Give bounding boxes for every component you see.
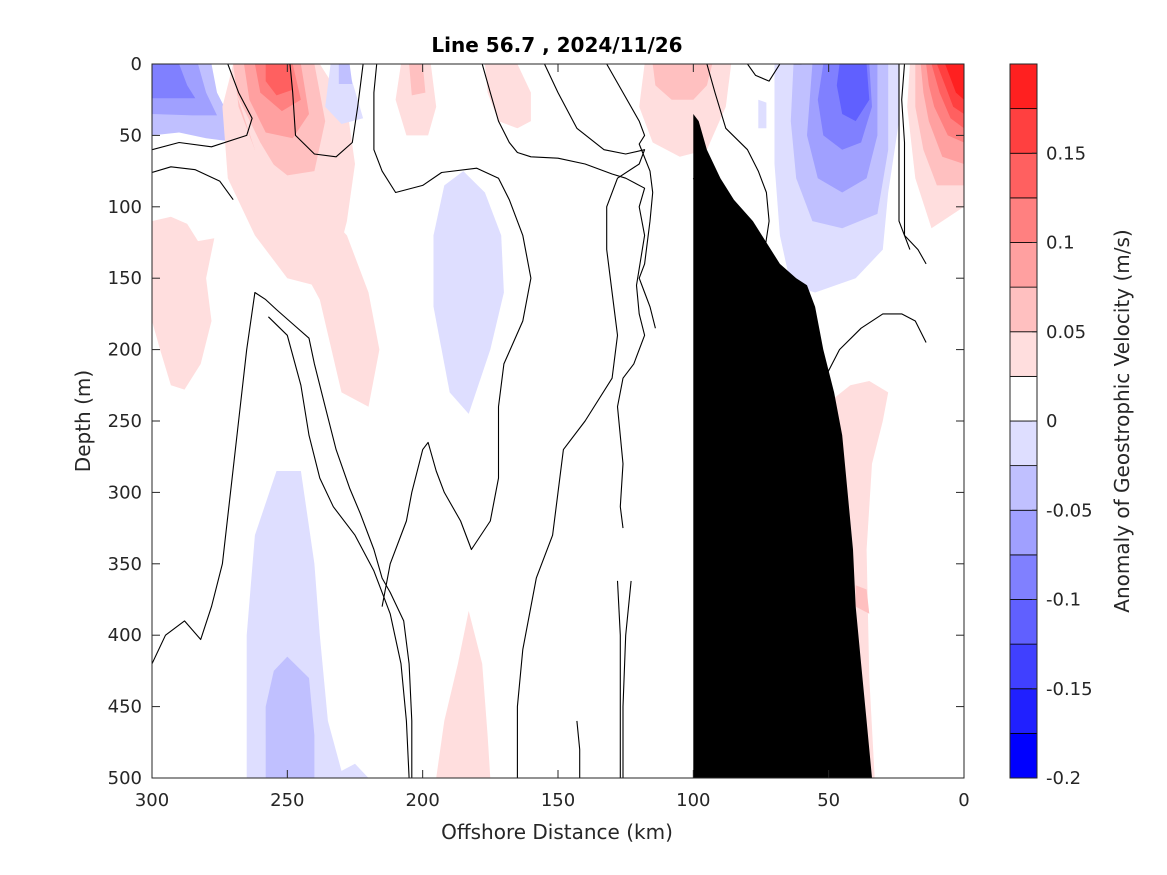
colorbar-segment-7 <box>1009 420 1038 467</box>
seafloor <box>693 114 872 778</box>
contour-line-11 <box>616 580 621 778</box>
y-tick-label-2: 100 <box>108 197 142 218</box>
contour-line-7 <box>373 64 532 607</box>
contour-line-20 <box>898 64 911 250</box>
contour-fill-8 <box>235 92 380 407</box>
x-tick-label-3: 150 <box>541 790 575 811</box>
colorbar: -0.2 -0.15 -0.1 -0.05 0 0.05 0.1 0.15 <box>1009 63 1093 789</box>
colorbar-label: Anomaly of Geostrophic Velocity (m/s) <box>1110 229 1134 612</box>
colorbar-tick-label-3: -0.05 <box>1046 500 1093 521</box>
colorbar-segment-5 <box>1009 509 1038 556</box>
contour-fill-34 <box>436 610 491 778</box>
contour-line-8 <box>481 64 646 529</box>
x-tick-label-4: 100 <box>676 790 710 811</box>
colorbar-tick-label-5: 0.05 <box>1046 322 1086 343</box>
contour-fill-36 <box>265 656 315 778</box>
contour-line-19 <box>901 64 927 265</box>
y-axis: 0 50 100 150 200 250 300 350 400 450 500 <box>108 54 964 789</box>
y-tick-label-5: 250 <box>108 411 142 432</box>
colorbar-segment-8 <box>1009 375 1038 422</box>
colorbar-segment-0 <box>1009 732 1038 779</box>
contour-fill-13 <box>409 64 426 96</box>
y-tick-label-6: 300 <box>108 482 142 503</box>
contour-line-5 <box>152 291 413 778</box>
y-tick-label-3: 150 <box>108 268 142 289</box>
colorbar-segment-6 <box>1009 465 1038 511</box>
contour-fill-10 <box>325 64 364 124</box>
colorbar-segment-14 <box>1009 108 1038 154</box>
colorbar-segment-9 <box>1009 331 1038 377</box>
x-tick-label-5: 50 <box>817 790 840 811</box>
y-axis-label: Depth (m) <box>71 370 95 472</box>
y-tick-label-7: 350 <box>108 554 142 575</box>
x-axis: 300 250 200 150 100 50 0 <box>135 64 970 811</box>
contour-fill-23 <box>758 99 767 129</box>
x-tick-label-2: 200 <box>405 790 439 811</box>
contour-line-12 <box>622 580 632 778</box>
x-tick-label-6: 0 <box>958 790 969 811</box>
x-tick-label-1: 250 <box>270 790 304 811</box>
colorbar-tick-label-1: -0.15 <box>1046 679 1093 700</box>
contour-line-17 <box>747 64 781 82</box>
contour-line-0 <box>152 64 253 151</box>
plot-area <box>151 63 965 779</box>
contour-fill-22 <box>836 64 870 122</box>
contour-fill-30 <box>945 64 964 100</box>
contour-line-1 <box>152 166 234 201</box>
contour-line-10 <box>606 64 656 329</box>
colorbar-tick-label-2: -0.1 <box>1046 590 1081 611</box>
contour-fill-17 <box>652 64 713 100</box>
colorbar-segment-1 <box>1009 688 1038 734</box>
colorbar-tick-label-0: -0.2 <box>1046 768 1081 789</box>
chart-title: Line 56.7 , 2024/11/26 <box>431 33 682 57</box>
y-tick-label-10: 500 <box>108 768 142 789</box>
x-axis-label: Offshore Distance (km) <box>441 820 673 844</box>
y-tick-label-4: 200 <box>108 340 142 361</box>
colorbar-segment-3 <box>1009 599 1038 645</box>
colorbar-segment-4 <box>1009 554 1038 600</box>
colorbar-tick-label-4: 0 <box>1046 411 1057 432</box>
colorbar-segment-13 <box>1009 152 1038 199</box>
colorbar-segment-11 <box>1009 242 1038 288</box>
contour-line-13 <box>576 720 581 778</box>
contour-fill-33 <box>855 585 870 614</box>
x-tick-label-0: 300 <box>135 790 169 811</box>
contour-fill-14 <box>433 171 504 414</box>
contour-line-2 <box>289 64 364 158</box>
colorbar-tick-label-7: 0.15 <box>1046 143 1086 164</box>
y-tick-label-8: 400 <box>108 625 142 646</box>
contour-fill-7 <box>265 64 293 96</box>
contour-fill-11 <box>338 64 353 84</box>
colorbar-segment-15 <box>1009 63 1038 110</box>
contour-line-6 <box>268 316 410 778</box>
y-tick-label-1: 50 <box>119 125 142 146</box>
y-tick-label-0: 0 <box>131 54 142 75</box>
contour-fill-12 <box>395 64 437 136</box>
colorbar-tick-label-6: 0.1 <box>1046 233 1075 254</box>
colorbar-segment-2 <box>1009 643 1038 690</box>
colorbar-segment-12 <box>1009 197 1038 243</box>
contour-fill-2 <box>152 64 196 99</box>
y-tick-label-9: 450 <box>108 697 142 718</box>
colorbar-segment-10 <box>1009 286 1038 333</box>
contour-line-9 <box>516 64 646 778</box>
contour-fill-9 <box>152 216 215 390</box>
